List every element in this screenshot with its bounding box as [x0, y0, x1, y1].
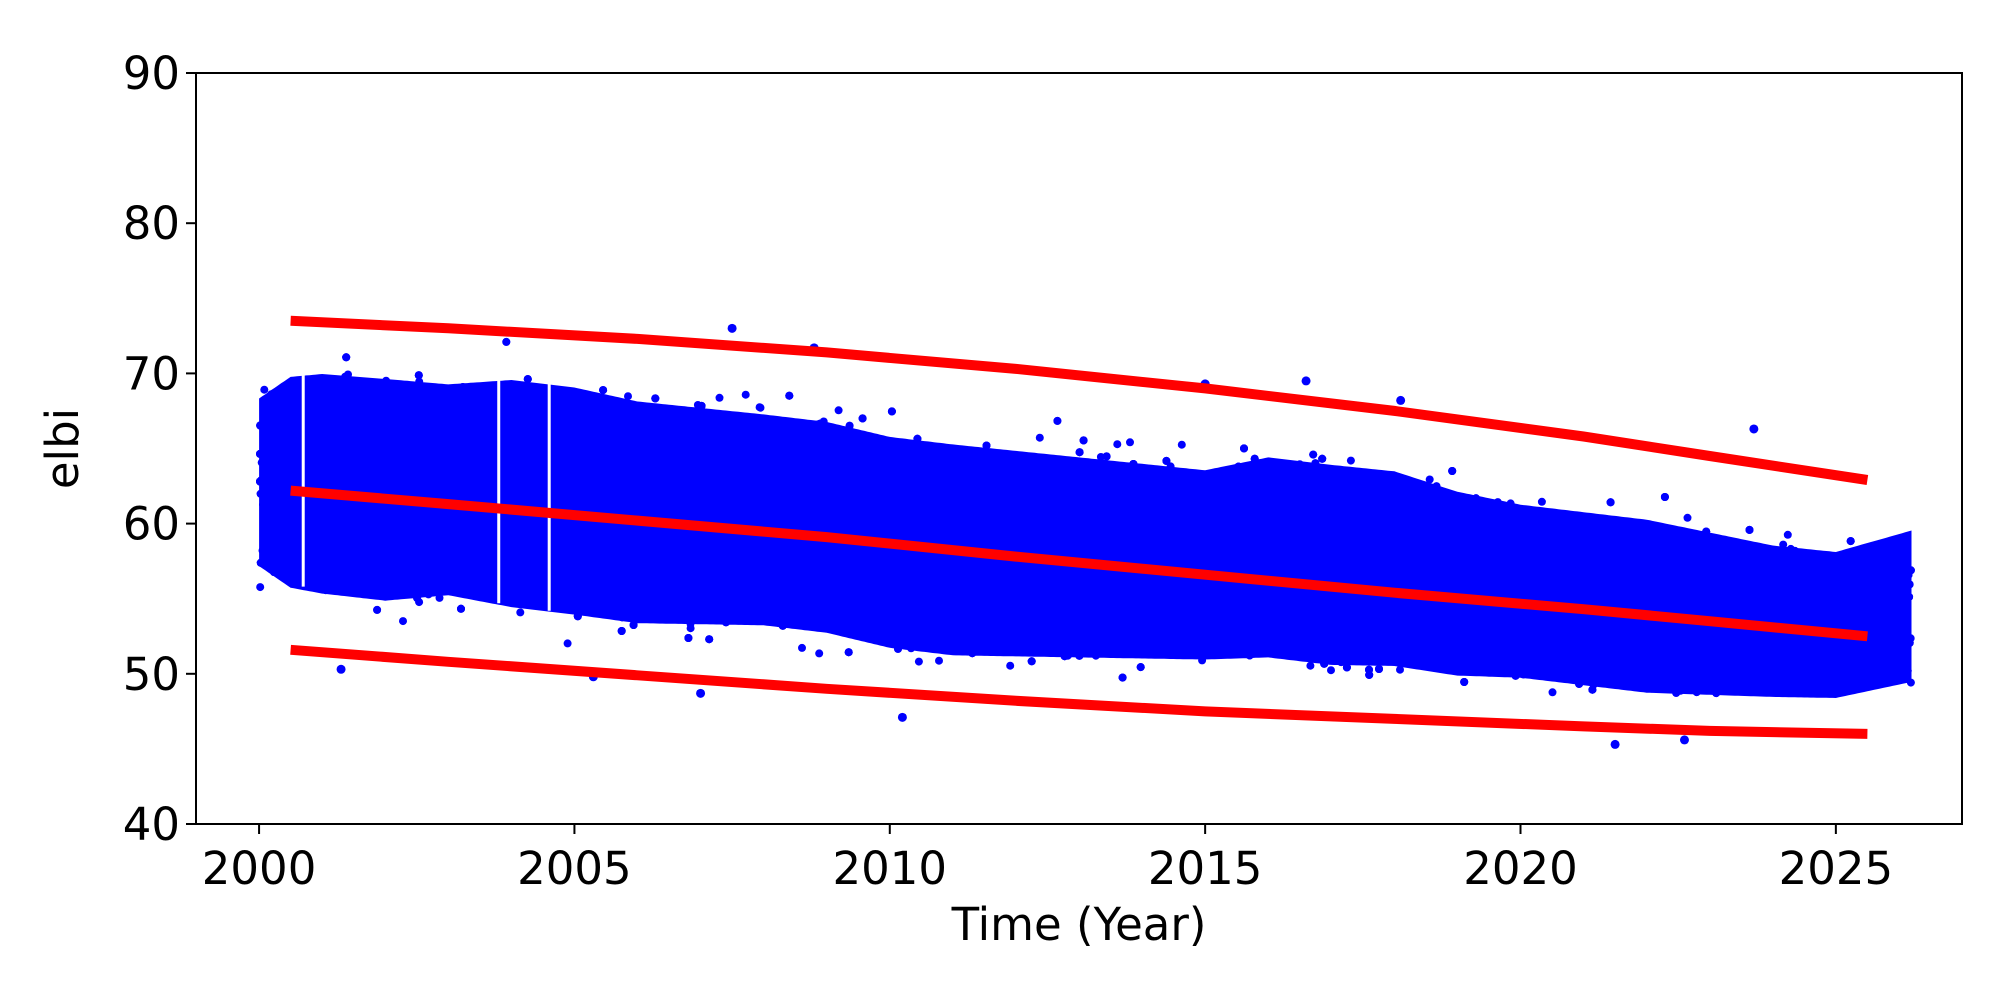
- scatter-point: [1537, 497, 1546, 506]
- scatter-point: [1683, 513, 1692, 522]
- scatter-point: [798, 643, 806, 652]
- scatter-point: [815, 649, 824, 658]
- scatter-point: [914, 657, 923, 666]
- scatter-point: [1006, 661, 1015, 670]
- scatter-layer: [256, 337, 1915, 698]
- scatter-point: [256, 583, 265, 592]
- scatter-point: [563, 639, 572, 648]
- scatter-point: [755, 403, 764, 412]
- scatter-point: [1327, 666, 1335, 675]
- scatter-point: [1113, 440, 1122, 449]
- scatter-point: [260, 385, 269, 394]
- scatter-point: [1177, 440, 1186, 449]
- scatter-point: [624, 392, 632, 401]
- scatter-point: [1306, 661, 1315, 670]
- scatter-point: [1346, 456, 1355, 465]
- scatter-point: [1783, 530, 1792, 539]
- scatter-point: [741, 390, 750, 399]
- scatter-point: [399, 617, 407, 626]
- scatter-point: [834, 406, 843, 415]
- scatter-point: [1126, 438, 1134, 447]
- scatter-point: [1396, 665, 1404, 674]
- scatter-point: [1425, 475, 1434, 484]
- scatter-point: [715, 393, 724, 402]
- scatter-point: [1548, 688, 1557, 697]
- scatter-point: [1035, 433, 1044, 442]
- scatter-point: [935, 656, 943, 665]
- scatter-point: [516, 608, 525, 617]
